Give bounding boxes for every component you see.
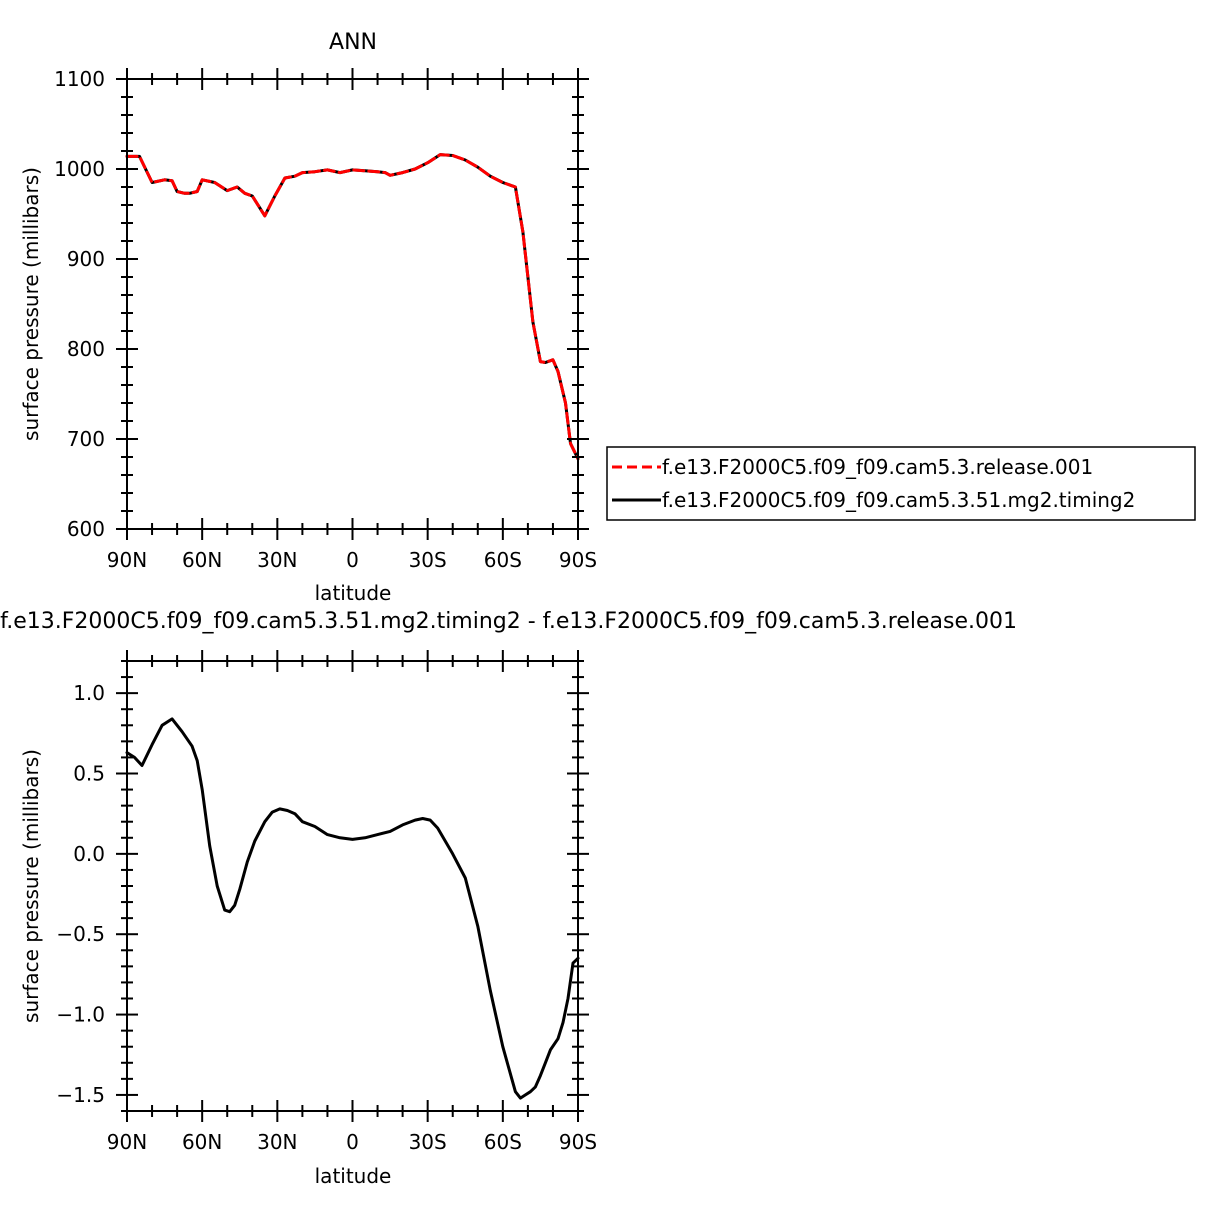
- legend: f.e13.F2000C5.f09_f09.cam5.3.release.001…: [606, 446, 1196, 521]
- bottom-y-axis-title: surface pressure (millibars): [19, 749, 43, 1023]
- series-line-0-1: [125, 153, 580, 461]
- x-tick-label: 60S: [484, 1130, 522, 1154]
- legend-label-release: f.e13.F2000C5.f09_f09.cam5.3.release.001: [662, 455, 1093, 479]
- x-tick-label: 30N: [257, 548, 297, 572]
- top-x-axis-title: latitude: [315, 581, 392, 605]
- top-plot-title: ANN: [329, 30, 377, 55]
- bottom-plot-frame: [126, 660, 579, 1112]
- bottom-plot-title: f.e13.F2000C5.f09_f09.cam5.3.51.mg2.timi…: [0, 609, 1017, 634]
- y-tick-label: 900: [67, 247, 105, 271]
- x-tick-label: 90S: [559, 548, 597, 572]
- x-tick-label: 0: [346, 1130, 359, 1154]
- y-tick-label: 1000: [54, 157, 105, 181]
- x-tick-label: 0: [346, 548, 359, 572]
- top-series-group: [125, 153, 580, 461]
- x-tick-label: 30N: [257, 1130, 297, 1154]
- x-tick-label: 30S: [409, 548, 447, 572]
- x-tick-label: 60N: [182, 1130, 222, 1154]
- series-line-1-0: [125, 717, 580, 1100]
- bottom-ticks: 90N 60N 30N 0 30S 60S 90S 1.0 0.5 0.0 −0.5 −1.0 −1.5: [56, 650, 597, 1154]
- y-tick-label: 800: [67, 337, 105, 361]
- top-plot-frame: [126, 78, 579, 530]
- x-tick-label: 90S: [559, 1130, 597, 1154]
- legend-box: [606, 446, 1196, 521]
- series-line-0-0: [125, 153, 580, 461]
- y-tick-label: 0.5: [73, 762, 105, 786]
- y-tick-label: 600: [67, 517, 105, 541]
- y-tick-label: −1.5: [56, 1083, 105, 1107]
- y-tick-label: −1.0: [56, 1003, 105, 1027]
- x-tick-label: 30S: [409, 1130, 447, 1154]
- bottom-x-axis-title: latitude: [315, 1164, 392, 1188]
- top-y-axis-title: surface pressure (millibars): [19, 167, 43, 441]
- y-tick-label: 1.0: [73, 681, 105, 705]
- y-tick-label: 1100: [54, 67, 105, 91]
- top-ticks: 90N 60N 30N 0 30S 60S 90S 600 700 800 900 1000 1100: [54, 67, 597, 572]
- x-tick-label: 60N: [182, 548, 222, 572]
- y-tick-label: 700: [67, 427, 105, 451]
- x-tick-label: 60S: [484, 548, 522, 572]
- bottom-plot: f.e13.F2000C5.f09_f09.cam5.3.51.mg2.timi…: [0, 609, 1017, 1188]
- legend-label-timing2: f.e13.F2000C5.f09_f09.cam5.3.51.mg2.timi…: [662, 488, 1135, 512]
- x-tick-label: 90N: [107, 548, 147, 572]
- bottom-series-group: [125, 717, 580, 1100]
- y-tick-label: 0.0: [73, 842, 105, 866]
- y-tick-label: −0.5: [56, 922, 105, 946]
- x-tick-label: 90N: [107, 1130, 147, 1154]
- top-plot: ANN 90N 60N 30N 0 30S 60S 90S 600 700 800 900 1000 1…: [19, 30, 597, 605]
